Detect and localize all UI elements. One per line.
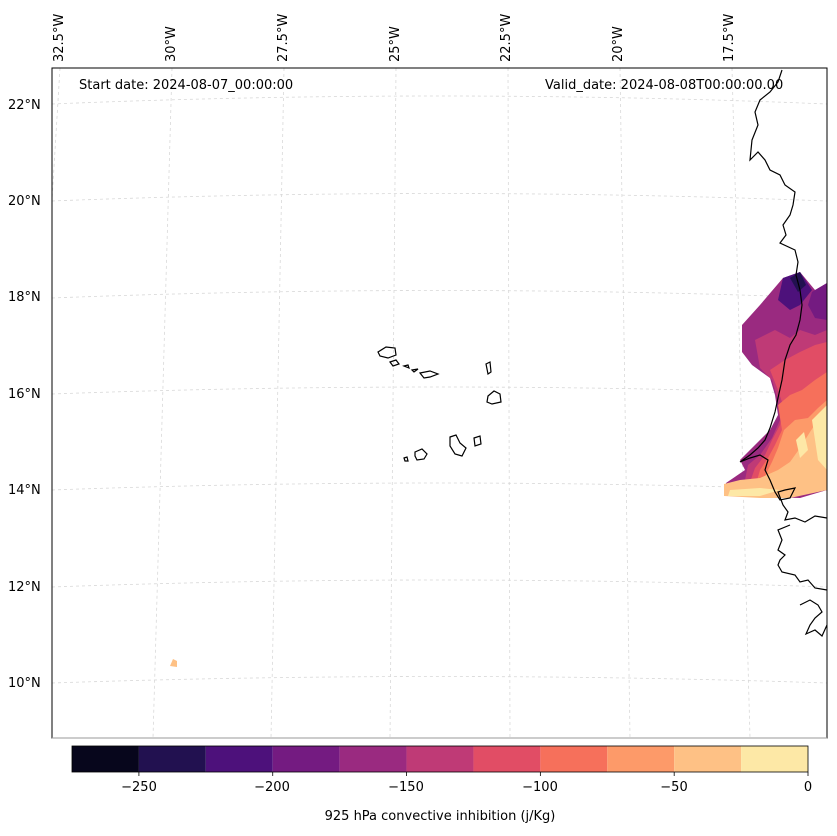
island-santo-antao bbox=[377, 346, 397, 359]
valid-date-value: 2024-08-08T00:00:00.00 bbox=[620, 78, 784, 93]
start-date-label: Start date: bbox=[79, 78, 149, 93]
colorbar-segment bbox=[607, 746, 675, 772]
colorbar-tick-m250: −250 bbox=[121, 780, 157, 795]
lat-label-12n: 12°N bbox=[8, 580, 41, 595]
lat-label-20n: 20°N bbox=[8, 194, 41, 209]
island-sal bbox=[485, 361, 492, 375]
lon-label-25w: 25°W bbox=[388, 26, 403, 62]
colorbar-segment bbox=[473, 746, 541, 772]
colorbar-segment bbox=[72, 746, 139, 772]
island-santa-luzia bbox=[402, 364, 410, 370]
lat-label-22n: 22°N bbox=[8, 98, 41, 113]
island-sao-nicolau bbox=[410, 368, 440, 379]
lat-label-16n: 16°N bbox=[8, 387, 41, 402]
colorbar-segment bbox=[272, 746, 340, 772]
start-date-value: 2024-08-07_00:00:00 bbox=[152, 78, 294, 93]
lon-label-17-5w: 17.5°W bbox=[722, 13, 737, 62]
start-date-text: Start date: 2024-08-07_00:00:00 bbox=[79, 78, 293, 93]
colorbar-segment bbox=[406, 746, 474, 772]
colorbar-segment bbox=[540, 746, 608, 772]
cin-contours bbox=[170, 272, 827, 667]
island-sao-vicente bbox=[389, 359, 400, 367]
lon-label-22-5w: 22.5°W bbox=[499, 13, 514, 62]
island-boa-vista bbox=[486, 390, 502, 405]
colorbar-segment bbox=[205, 746, 273, 772]
colorbar-segment bbox=[674, 746, 742, 772]
island-santiago bbox=[449, 434, 467, 457]
contour-band-pale bbox=[812, 405, 827, 470]
colorbar-segment bbox=[339, 746, 407, 772]
island-maio bbox=[473, 435, 482, 447]
colorbar-tick-m50: −50 bbox=[660, 780, 688, 795]
map-panel bbox=[52, 68, 827, 738]
colorbar-tick-m150: −150 bbox=[388, 780, 424, 795]
colorbar-segment bbox=[741, 746, 808, 772]
valid-date-text: Valid_date: 2024-08-08T00:00:00.00 bbox=[545, 78, 783, 93]
lat-label-18n: 18°N bbox=[8, 290, 41, 305]
lat-label-14n: 14°N bbox=[8, 483, 41, 498]
colorbar-tick-0: 0 bbox=[803, 780, 813, 795]
lon-label-32-5w: 32.5°W bbox=[52, 13, 67, 62]
island-fogo bbox=[414, 448, 428, 461]
gridlines bbox=[51, 67, 828, 739]
contour-band-pale-3 bbox=[728, 488, 780, 496]
island-brava bbox=[403, 456, 409, 462]
colorbar bbox=[72, 746, 809, 776]
contour-isolated-patch bbox=[170, 659, 177, 667]
lon-label-20w: 20°W bbox=[611, 26, 626, 62]
colorbar-frame bbox=[71, 745, 809, 773]
colorbar-tick-m200: −200 bbox=[254, 780, 290, 795]
lon-label-27-5w: 27.5°W bbox=[276, 13, 291, 62]
valid-date-label: Valid_date: bbox=[545, 78, 617, 93]
lat-label-10n: 10°N bbox=[8, 676, 41, 691]
colorbar-tick-m100: −100 bbox=[522, 780, 558, 795]
colorbar-segment bbox=[138, 746, 206, 772]
contour-band-light-orange bbox=[724, 412, 827, 498]
contour-band-pale-2 bbox=[796, 432, 808, 458]
africa-coastline bbox=[739, 69, 828, 637]
colorbar-label: 925 hPa convective inhibition (j/Kg) bbox=[324, 809, 556, 824]
lon-label-30w: 30°W bbox=[164, 26, 179, 62]
contour-band-purple bbox=[808, 283, 827, 320]
coastlines bbox=[377, 69, 828, 637]
